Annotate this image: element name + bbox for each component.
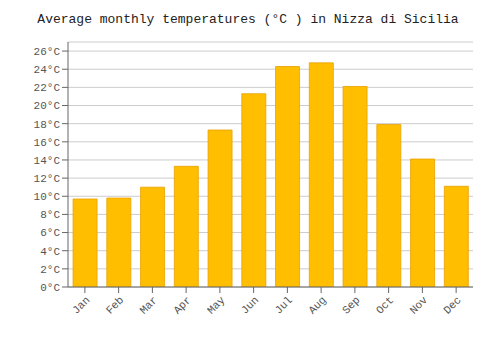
svg-text:24°C: 24°C <box>34 64 61 76</box>
svg-text:Mar: Mar <box>138 294 160 316</box>
svg-text:Apr: Apr <box>171 294 193 316</box>
svg-text:16°C: 16°C <box>34 137 61 149</box>
svg-text:2°C: 2°C <box>40 264 60 276</box>
svg-text:4°C: 4°C <box>40 246 60 258</box>
svg-text:Aug: Aug <box>306 294 328 316</box>
svg-text:Feb: Feb <box>104 294 126 316</box>
svg-text:Sep: Sep <box>340 294 362 316</box>
svg-text:Dec: Dec <box>441 294 463 316</box>
svg-text:22°C: 22°C <box>34 82 61 94</box>
svg-text:Nov: Nov <box>408 294 431 317</box>
svg-text:8°C: 8°C <box>40 209 60 221</box>
svg-text:Oct: Oct <box>374 294 396 316</box>
html-text:Average monthly temperatures (: Average monthly temperatures (°C ) in Ni… <box>37 12 459 27</box>
svg-text:6°C: 6°C <box>40 227 60 239</box>
svg-text:May: May <box>205 294 228 317</box>
svg-text:10°C: 10°C <box>34 191 61 203</box>
svg-text:12°C: 12°C <box>34 173 61 185</box>
svg-text:0°C: 0°C <box>40 282 60 294</box>
svg-text:26°C: 26°C <box>34 46 61 58</box>
svg-text:Jan: Jan <box>70 294 92 316</box>
svg-text:14°C: 14°C <box>34 155 61 167</box>
svg-text:Jun: Jun <box>239 294 261 316</box>
svg-text:Jul: Jul <box>273 294 295 316</box>
svg-text:18°C: 18°C <box>34 119 61 131</box>
svg-text:20°C: 20°C <box>34 100 61 112</box>
